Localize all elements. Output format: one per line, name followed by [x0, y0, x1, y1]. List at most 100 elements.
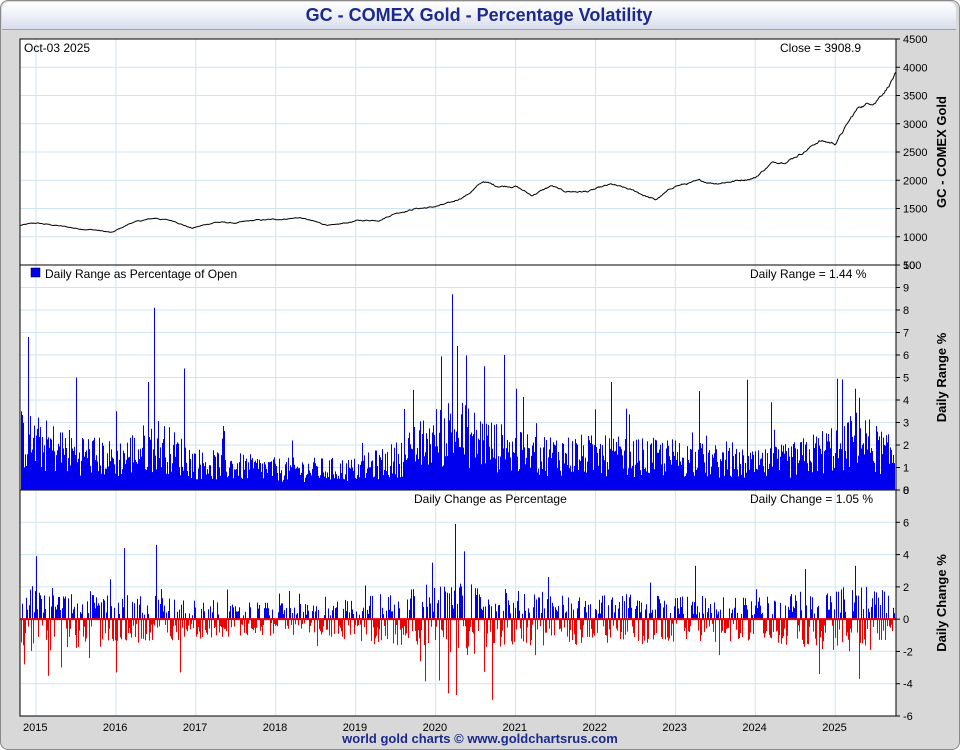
range-bar [378, 479, 379, 490]
range-bar [845, 450, 846, 490]
change-bar-up [383, 614, 384, 620]
change-bar-up [541, 612, 542, 620]
range-bar [38, 417, 39, 490]
range-bar [262, 463, 263, 490]
change-bar-up [257, 602, 258, 620]
change-bar-down [642, 619, 643, 644]
range-bar [714, 453, 715, 490]
range-bar [166, 473, 167, 490]
change-bar-down [781, 619, 782, 644]
range-bar [659, 449, 660, 490]
change-bar-down [276, 619, 277, 625]
change-bar-down [138, 619, 139, 643]
change-bar-down [417, 619, 418, 645]
change-bar-down [271, 619, 272, 624]
change-bar-down [813, 619, 814, 632]
change-bar-up [510, 613, 511, 620]
change-bar-down [594, 619, 595, 636]
change-bar-up [427, 606, 428, 620]
range-bar [754, 471, 755, 490]
y-tick-label: 1 [903, 463, 909, 475]
change-bar-up [367, 609, 368, 620]
change-bar-down [209, 619, 210, 629]
change-bar-down [739, 619, 740, 639]
change-bar-down [344, 619, 345, 640]
change-bar-down [686, 619, 687, 640]
change-bar-up [590, 604, 591, 620]
change-bar-down [521, 619, 522, 639]
change-bar-up [99, 605, 100, 620]
change-bar-up [831, 602, 832, 620]
change-bar-up [164, 605, 165, 620]
range-bar [97, 461, 98, 490]
change-bar-up [294, 607, 295, 620]
change-bar-down [339, 619, 340, 626]
range-bar [438, 452, 439, 490]
change-bar-down [406, 619, 407, 634]
range-bar [272, 475, 273, 490]
change-bar-down [89, 619, 90, 658]
range-bar [375, 450, 376, 490]
change-bar-down [647, 619, 648, 643]
change-bar-up [780, 602, 781, 620]
range-bar [385, 453, 386, 490]
change-bar-down [416, 619, 417, 642]
change-bar-down [725, 619, 726, 634]
range-bar [514, 452, 515, 490]
change-bar-up [693, 613, 694, 620]
range-bar [475, 457, 476, 490]
change-bar-down [773, 619, 774, 632]
change-bar-up [114, 607, 115, 620]
change-bar-down [376, 619, 377, 636]
range-bar [96, 455, 97, 490]
range-bar [870, 452, 871, 490]
range-bar [590, 442, 591, 490]
y-tick-label: 5 [903, 373, 909, 385]
y-tick-label: -4 [903, 679, 913, 691]
y-tick-label: 2500 [903, 147, 927, 159]
change-bar-up [217, 602, 218, 620]
range-bar [268, 462, 269, 490]
change-bar-up [758, 601, 759, 620]
range-bar [592, 444, 593, 490]
change-bar-up [571, 603, 572, 620]
range-bar [264, 462, 265, 490]
range-bar [863, 443, 864, 490]
range-bar [278, 480, 279, 490]
range-bar [861, 448, 862, 490]
change-bar-up [691, 605, 692, 620]
range-bar [468, 408, 469, 490]
range-bar [369, 467, 370, 490]
range-bar [867, 449, 868, 490]
range-bar [51, 439, 52, 490]
range-bar [612, 450, 613, 490]
change-bar-down [165, 619, 166, 625]
range-bar [635, 464, 636, 490]
range-bar [40, 427, 41, 490]
change-bar-up [843, 587, 844, 620]
range-bar [609, 438, 610, 490]
change-bar-up [73, 609, 74, 620]
range-bar [183, 470, 184, 490]
range-bar [625, 438, 626, 490]
range-bar [506, 448, 507, 490]
range-bar [629, 414, 630, 490]
change-bar-up [440, 586, 441, 620]
range-bar [337, 478, 338, 490]
range-bar [357, 475, 358, 490]
range-bar [346, 463, 347, 490]
range-bar [848, 422, 849, 490]
change-bar-up [622, 596, 623, 620]
change-bar-up [840, 612, 841, 620]
change-bar-up [258, 608, 259, 620]
change-bar-up [289, 590, 290, 620]
range-bar [743, 455, 744, 490]
change-bar-down [776, 619, 777, 632]
range-bar [688, 459, 689, 490]
change-bar-down [131, 619, 132, 638]
range-bar [685, 475, 686, 490]
change-bar-down [182, 619, 183, 628]
range-bar [200, 464, 201, 490]
range-bar [240, 453, 241, 490]
range-bar [613, 438, 614, 490]
